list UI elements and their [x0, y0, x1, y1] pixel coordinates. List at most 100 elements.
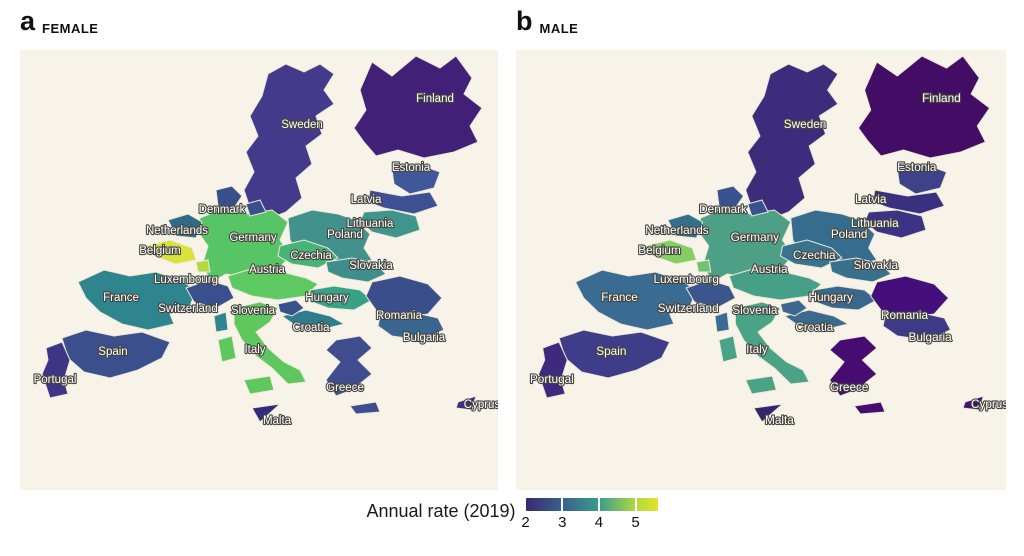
- legend-bar-wrap: 2 3 4 5: [521, 498, 658, 538]
- country-label-austria-male: Austria: [751, 263, 788, 276]
- country-malta-female: [251, 403, 282, 423]
- country-portugal-female: [41, 341, 71, 399]
- country-belgium-female: [145, 239, 197, 265]
- country-label-netherlands-male: Netherlands: [645, 224, 709, 237]
- country-label-czechia-female: Czechia: [290, 250, 332, 262]
- country-finland-female: [353, 55, 483, 159]
- country-label-slovakia-female: Slovakia: [349, 260, 393, 272]
- country-label-latvia-male: Latvia: [855, 193, 887, 206]
- country-label-bulgaria-male: Bulgaria: [909, 331, 953, 344]
- country-label-romania-male: Romania: [881, 309, 929, 322]
- country-sweden-male: [745, 63, 839, 221]
- country-latvia-female: [367, 189, 439, 215]
- country-label-latvia-female: Latvia: [351, 194, 382, 206]
- country-estonia-male: [896, 163, 948, 195]
- choropleth-map-male: Sweden Finland Estonia Latvia LithuaniaPolan…: [529, 55, 1006, 428]
- legend-gradient-bar: [525, 498, 658, 511]
- country-label-slovenia-female: Slovenia: [231, 305, 276, 317]
- country-label-sweden-female: Sweden: [281, 119, 323, 131]
- country-label-spain-female: Spain: [98, 346, 127, 358]
- country-label-netherlands-female: Netherlands: [146, 225, 208, 237]
- country-malta-male: [753, 403, 785, 423]
- country-label-france-male: France: [601, 291, 638, 304]
- country-label-italy-female: Italy: [244, 344, 265, 356]
- legend-tick-mark: [561, 498, 564, 511]
- country-label-portugal-female: Portugal: [34, 374, 77, 386]
- country-label-spain-male: Spain: [596, 345, 626, 358]
- country-italy-male: [718, 301, 810, 395]
- country-label-portugal-male: Portugal: [530, 373, 574, 386]
- country-croatia-male: [783, 309, 850, 331]
- country-slovenia-male: [779, 299, 808, 317]
- panel-b-subtitle: MALE: [539, 21, 579, 36]
- legend-title: Annual rate (2019): [366, 501, 516, 521]
- country-cyprus-female: [455, 395, 477, 411]
- country-label-slovakia-male: Slovakia: [854, 259, 899, 272]
- country-netherlands-male: [666, 213, 704, 239]
- country-label-croatia-male: Croatia: [795, 321, 833, 334]
- country-label-bulgaria-female: Bulgaria: [403, 332, 446, 344]
- country-romania-male: [870, 275, 950, 319]
- country-greece-female: [325, 335, 381, 415]
- country-label-hungary-male: Hungary: [808, 291, 853, 304]
- country-romania-female: [365, 275, 443, 319]
- country-label-malta-female: Malta: [263, 415, 292, 427]
- country-switzerland-female: [185, 279, 235, 309]
- country-switzerland-male: [685, 279, 737, 309]
- country-netherlands-female: [167, 213, 203, 239]
- country-croatia-female: [280, 309, 346, 331]
- country-label-croatia-female: Croatia: [292, 322, 330, 334]
- country-label-poland-female: Poland: [327, 229, 363, 241]
- map-panel-male: Sweden Finland Estonia Latvia Lithuania Polan…: [516, 50, 1006, 490]
- country-label-estonia-female: Estonia: [392, 162, 431, 174]
- country-label-switzerland-male: Switzerland: [658, 302, 719, 315]
- legend-tick-mark: [597, 498, 600, 511]
- color-legend: Annual rate (2019) 2 3 4 5: [0, 498, 1024, 538]
- country-slovakia-female: [325, 257, 387, 283]
- country-label-greece-female: Greece: [326, 382, 364, 394]
- panel-b-header: b MALE: [516, 6, 579, 37]
- country-label-hungary-female: Hungary: [305, 292, 349, 304]
- country-greece-male: [828, 335, 886, 415]
- legend-tick-label-2: 2: [521, 514, 530, 531]
- country-finland-male: [857, 55, 991, 159]
- panel-a-subtitle: FEMALE: [42, 21, 99, 36]
- country-label-switzerland-female: Switzerland: [158, 303, 217, 315]
- country-label-sweden-male: Sweden: [784, 118, 827, 131]
- country-label-austria-female: Austria: [249, 264, 285, 276]
- country-lithuania-male: [863, 209, 927, 239]
- panel-a-header: a FEMALE: [20, 6, 99, 37]
- choropleth-map-female: Sweden Finland Estonia Latvia LithuaniaPolan…: [32, 55, 498, 428]
- country-latvia-male: [872, 189, 946, 215]
- country-label-lithuania-female: Lithuania: [347, 218, 394, 230]
- country-luxembourg-male: [695, 259, 712, 273]
- map-panel-female: Sweden Finland Estonia Latvia Lithuania Polan…: [20, 50, 498, 490]
- legend-tick-mark: [634, 498, 637, 511]
- country-label-denmark-female: Denmark: [199, 204, 246, 216]
- country-france-male: [574, 269, 730, 333]
- country-france-female: [77, 269, 229, 333]
- legend-tick-label-4: 4: [594, 514, 604, 531]
- country-label-slovenia-male: Slovenia: [732, 304, 778, 317]
- country-hungary-male: [812, 285, 878, 311]
- country-spain-female: [61, 329, 171, 379]
- country-portugal-male: [538, 341, 568, 399]
- country-label-belgium-female: Belgium: [139, 245, 181, 257]
- country-label-cyprus-male: Cyprus: [971, 398, 1006, 411]
- panel-b-letter: b: [516, 6, 533, 36]
- country-label-germany-female: Germany: [229, 232, 277, 244]
- country-label-luxembourg-female: Luxembourg: [154, 274, 218, 286]
- legend-tick-label-3: 3: [558, 514, 567, 531]
- country-sweden-female: [243, 63, 335, 221]
- country-label-luxembourg-male: Luxembourg: [653, 273, 718, 286]
- country-label-italy-male: Italy: [746, 343, 768, 356]
- country-belgium-male: [644, 239, 698, 265]
- country-label-estonia-male: Estonia: [897, 161, 937, 174]
- country-label-poland-male: Poland: [831, 228, 868, 241]
- country-italy-female: [217, 301, 307, 395]
- panel-a-letter: a: [20, 6, 36, 36]
- country-spain-male: [558, 329, 671, 379]
- country-bulgaria-female: [377, 311, 445, 341]
- country-label-malta-male: Malta: [765, 414, 794, 427]
